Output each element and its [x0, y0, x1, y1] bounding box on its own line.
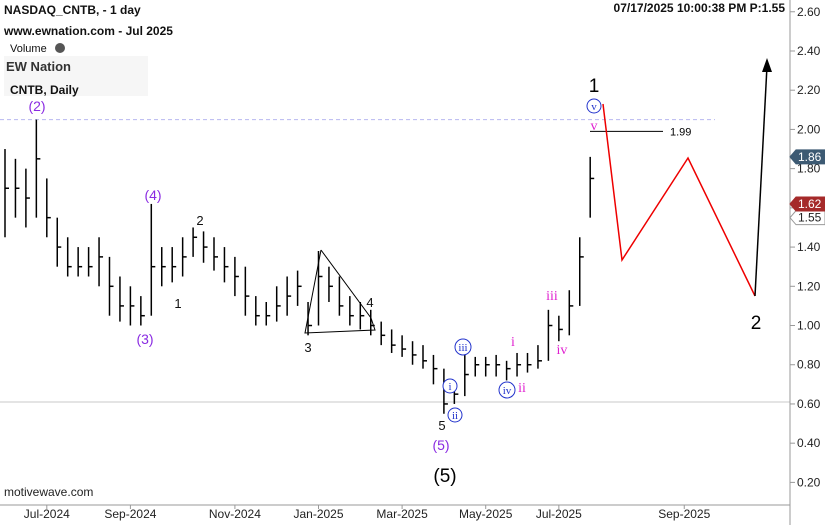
wave-label: (2) — [28, 98, 45, 114]
wave-label: v — [591, 101, 597, 113]
x-tick-label: Mar-2025 — [376, 507, 428, 521]
wave-label: (5) — [432, 437, 449, 453]
wave-label: ii — [518, 381, 526, 396]
wave-label: v — [591, 119, 598, 134]
y-tick-label: 1.40 — [797, 240, 821, 254]
symbol: NASDAQ_CNTB, - 1 day — [4, 3, 141, 17]
price-tag-label: 1.86 — [798, 150, 822, 164]
wave-circle — [442, 378, 458, 394]
wave-label: 4 — [366, 295, 373, 310]
annotations: (2) (4) (3) 2 1 4 3 5 (5) (5) i ii iii i… — [28, 76, 761, 487]
volume-label: Volume — [10, 43, 47, 55]
timestamp: 07/17/2025 10:00:38 PM P:1.55 — [614, 1, 786, 15]
chart-title: CNTB, Daily — [10, 83, 79, 97]
projection — [602, 103, 756, 297]
target-label: 1.99 — [670, 126, 691, 138]
x-tick-label: Sep-2025 — [658, 507, 710, 521]
y-tick-label: 0.40 — [797, 436, 821, 450]
plot-area — [0, 119, 790, 414]
y-tick-label: 0.20 — [797, 475, 821, 489]
y-tick-label: 2.00 — [797, 122, 821, 136]
wave-circle — [447, 407, 463, 423]
wave-label: 3 — [304, 340, 311, 355]
y-tick-label: 1.80 — [797, 162, 821, 176]
wave-label: iii — [458, 342, 467, 354]
y-tick-label: 2.60 — [797, 5, 821, 19]
wave-circle — [498, 381, 516, 399]
x-tick-label: Jul-2025 — [536, 507, 582, 521]
x-tick-label: Jul-2024 — [24, 507, 70, 521]
wave-label: i — [511, 335, 515, 350]
y-tick-label: 2.20 — [797, 83, 821, 97]
footer: motivewave.com — [4, 485, 93, 499]
gear-icon — [55, 43, 65, 53]
price-tag-label: 1.62 — [798, 197, 822, 211]
x-tick-label: Jan-2025 — [293, 507, 343, 521]
x-tick-label: May-2025 — [459, 507, 513, 521]
x-tick-label: Sep-2024 — [104, 507, 156, 521]
y-tick-label: 1.00 — [797, 319, 821, 333]
wave-label: 2 — [196, 213, 203, 228]
y-tick-label: 0.80 — [797, 358, 821, 372]
x-tick-label: Nov-2024 — [209, 507, 261, 521]
price-tag-label: 1.55 — [798, 211, 822, 225]
wave-label: 1 — [589, 76, 600, 97]
wave-label: i — [448, 381, 451, 393]
y-tick-label: 1.20 — [797, 279, 821, 293]
wave-label: (4) — [144, 187, 161, 203]
wave-label: iv — [557, 343, 568, 358]
wave-circle — [586, 98, 602, 114]
wave-label: 1 — [174, 296, 181, 311]
wave-label: 5 — [438, 418, 445, 433]
arrow-head — [762, 58, 772, 72]
logo-box — [4, 56, 148, 96]
y-tick-label: 0.60 — [797, 397, 821, 411]
wave-label: 2 — [751, 313, 762, 334]
y-tick-label: 2.40 — [797, 44, 821, 58]
wave-label: (5) — [433, 466, 456, 487]
price-tag — [789, 210, 825, 226]
price-tag — [789, 196, 825, 212]
wave-label: ii — [452, 410, 458, 422]
site: www.ewnation.com - Jul 2025 — [3, 24, 173, 38]
triangle — [304, 249, 376, 334]
wave-label: iv — [503, 385, 512, 397]
wave-label: (3) — [136, 331, 153, 347]
wave-label: iii — [546, 289, 558, 304]
wave-circle — [454, 338, 472, 356]
projection-arrow — [754, 65, 768, 297]
logo: EW Nation — [6, 59, 71, 74]
price-tag — [789, 149, 825, 165]
